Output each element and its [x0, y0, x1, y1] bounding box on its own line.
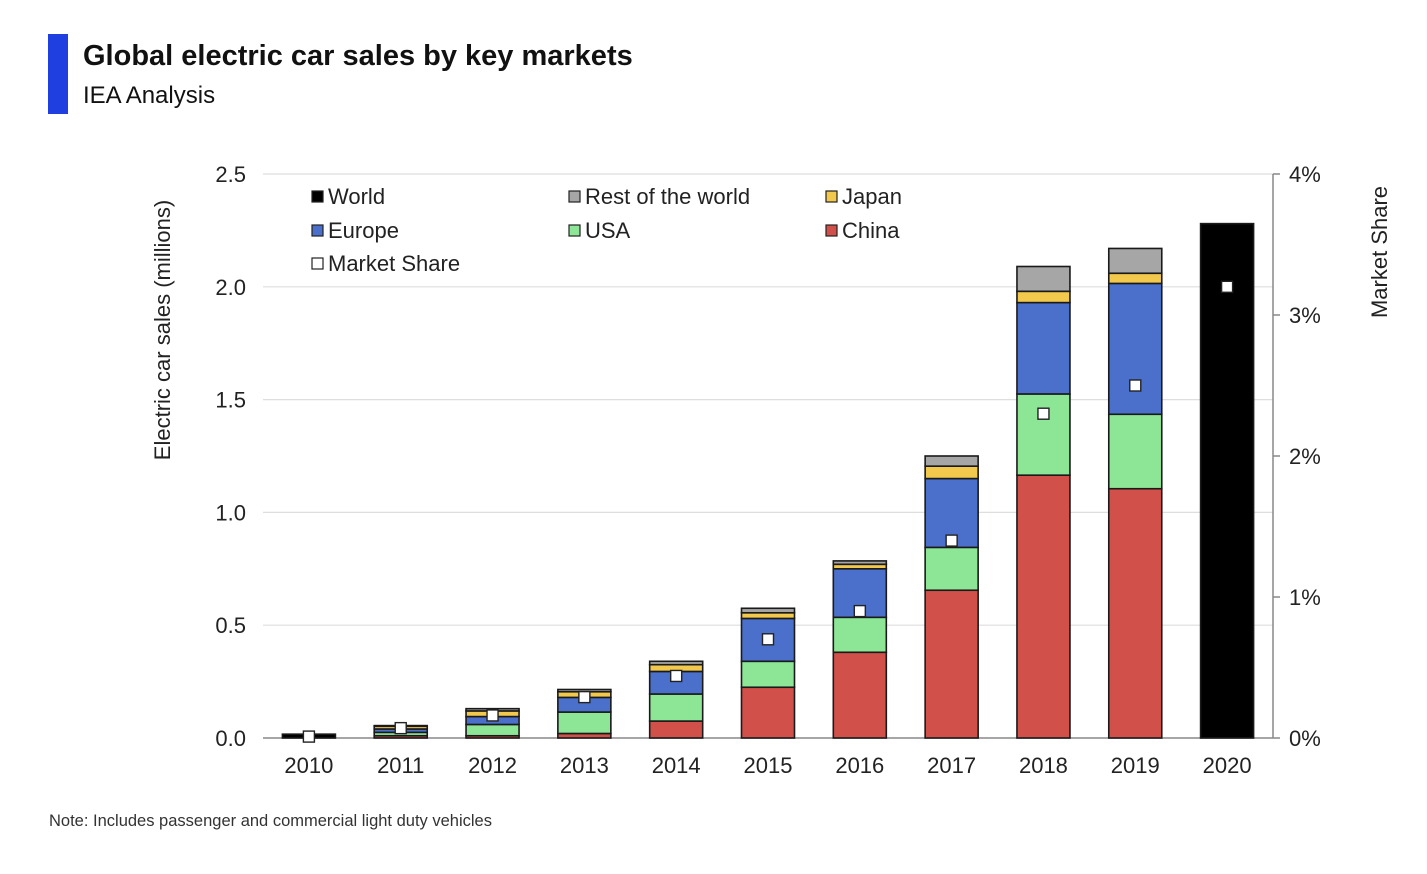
title-accent-bar [48, 34, 68, 114]
chart-title: Global electric car sales by key markets [83, 40, 633, 72]
bar-segment-usa [1107, 413, 1163, 490]
bar-segment-usa [1016, 393, 1071, 476]
bar-segment-china [832, 651, 888, 739]
bar-segment-usa [740, 660, 796, 689]
bar-segment-usa [832, 616, 888, 654]
market-share-marker [1220, 280, 1234, 293]
x-tick-label: 2019 [1111, 753, 1160, 778]
bar-segment-china [1107, 487, 1163, 739]
legend-label: Europe [328, 218, 399, 243]
bar-segment-usa [557, 711, 612, 735]
bar-segment-rest-of-the-world [1107, 247, 1163, 275]
legend-label: USA [585, 218, 631, 243]
market-share-marker [853, 604, 867, 618]
x-tick-label: 2018 [1019, 753, 1068, 778]
bar-segment-europe [1107, 282, 1163, 416]
bar-segment-japan [1107, 272, 1163, 285]
legend-swatch [311, 257, 324, 270]
y-tick-label: 2.5 [215, 162, 246, 187]
legend-label: Rest of the world [585, 184, 750, 209]
bar-segment-usa [924, 546, 979, 592]
market-share-marker [761, 633, 775, 646]
y2-tick-label: 3% [1289, 303, 1321, 328]
x-tick-labels: 2010 2011 2012 2013 2014 2015 2016 2017 2018 2019… [284, 753, 1251, 778]
y2-tick-label: 4% [1289, 162, 1321, 187]
y-tick-label: 1.5 [215, 388, 246, 413]
y2-tick-label: 0% [1289, 726, 1321, 751]
y2-tick-label: 2% [1289, 444, 1321, 469]
y-axis-title: Electric car sales (millions) [150, 200, 175, 460]
footnote: Note: Includes passenger and commercial … [49, 812, 492, 830]
bar-segment-rest-of-the-world [740, 607, 796, 614]
bar-segment-rest-of-the-world [648, 660, 704, 666]
market-share-marker [302, 730, 316, 743]
bar-segment-usa [648, 693, 704, 722]
bar-segment-china [924, 589, 979, 739]
bar-segment-china [1016, 474, 1071, 739]
x-tick-label: 2014 [652, 753, 701, 778]
market-share-markers [302, 280, 1234, 743]
market-share-marker [1129, 379, 1142, 392]
x-tick-label: 2017 [927, 753, 976, 778]
bar-segment-world [1199, 222, 1255, 739]
bar-segment-rest-of-the-world [924, 455, 979, 467]
market-share-marker [945, 534, 958, 547]
bar-segment-usa [465, 723, 520, 737]
bar-segment-japan [740, 611, 796, 620]
y2-tick-label: 1% [1289, 585, 1321, 610]
y2-axis-title: Market Share [1367, 186, 1392, 318]
y-tick-label: 0.5 [215, 613, 246, 638]
x-tick-label: 2015 [744, 753, 793, 778]
x-tick-label: 2010 [284, 753, 333, 778]
bar-segment-japan [1016, 290, 1071, 304]
market-share-marker [486, 709, 499, 722]
market-share-marker [394, 721, 407, 735]
x-tick-label: 2020 [1203, 753, 1252, 778]
y-tick-label: 2.0 [215, 275, 246, 300]
bar-segment-rest-of-the-world [1016, 265, 1071, 293]
bar-segment-china [740, 686, 796, 739]
legend-label: Market Share [328, 251, 460, 276]
x-tick-label: 2013 [560, 753, 609, 778]
x-tick-label: 2016 [835, 753, 884, 778]
bar-segment-china [648, 720, 704, 739]
market-share-marker [578, 690, 591, 704]
bar-segment-rest-of-the-world [832, 560, 888, 566]
axes: Electric car sales (millions) Market Sha… [150, 174, 1392, 739]
legend-label: Japan [842, 184, 902, 209]
bars [281, 222, 1255, 739]
legend: World Rest of the world Japan Europe USA Chin… [311, 184, 902, 276]
legend-swatch [568, 224, 581, 237]
market-share-marker [1037, 407, 1050, 420]
bar-segment-japan [924, 465, 979, 480]
legend-swatch [311, 224, 324, 237]
legend-swatch [825, 224, 838, 237]
legend-swatch [311, 190, 324, 203]
bar-segment-europe [1016, 301, 1071, 395]
legend-label: China [842, 218, 900, 243]
x-tick-label: 2011 [377, 753, 424, 778]
legend-label: World [328, 184, 385, 209]
x-tick-label: 2012 [468, 753, 517, 778]
market-share-marker [669, 669, 683, 683]
legend-swatch [568, 190, 581, 203]
y-tick-label: 1.0 [215, 500, 246, 525]
chart-subtitle: IEA Analysis [83, 82, 216, 109]
legend-swatch [825, 190, 838, 203]
y-tick-label: 0.0 [215, 726, 246, 751]
